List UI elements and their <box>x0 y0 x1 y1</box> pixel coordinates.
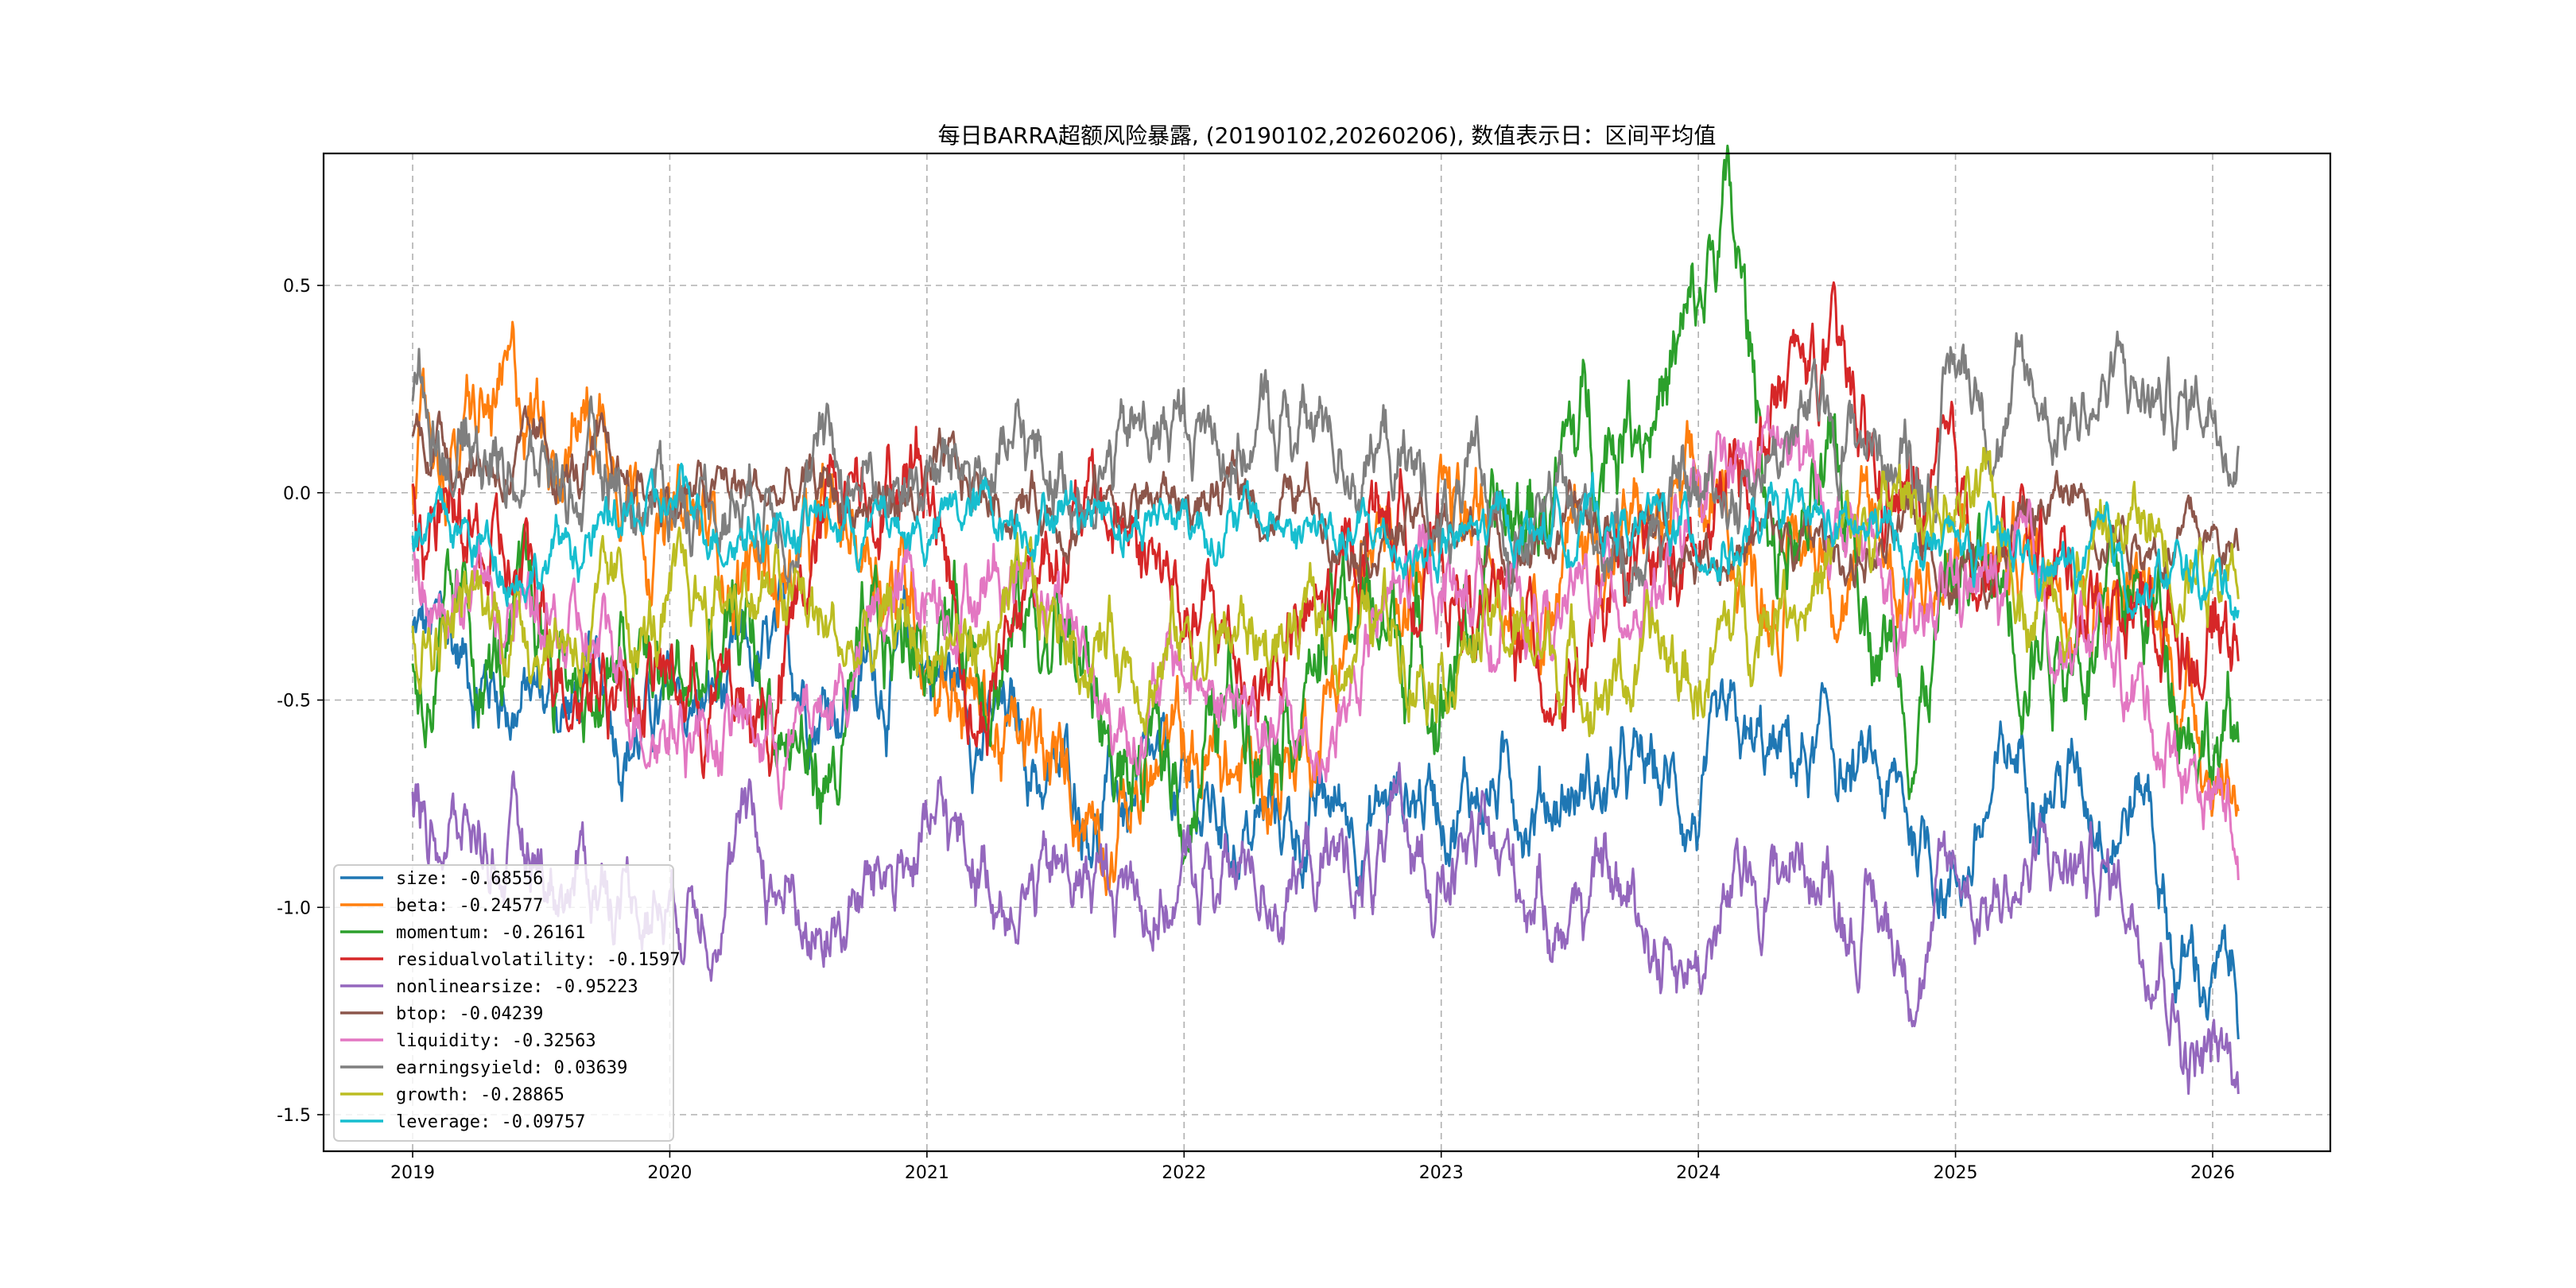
y-tick-label: 0.5 <box>283 277 311 297</box>
axis-ticks: 2019 2020 2021 2022 2023 2024 2025 2026 0.5 0.0 -0… <box>277 277 2235 1183</box>
series-line-growth <box>411 447 2240 738</box>
series-line-momentum <box>411 144 2240 865</box>
x-tick-label: 2026 <box>2190 1163 2235 1183</box>
legend-label-leverage: leverage: -0.09757 <box>396 1112 585 1132</box>
x-tick-label: 2024 <box>1676 1163 1721 1183</box>
legend-label-beta: beta: -0.24577 <box>396 896 543 916</box>
series-line-residualvolatility <box>411 281 2240 779</box>
y-tick-label: -1.0 <box>277 898 311 918</box>
legend-label-momentum: momentum: -0.26161 <box>396 923 585 943</box>
y-tick-label: -1.5 <box>277 1106 311 1126</box>
x-tick-label: 2021 <box>905 1163 949 1183</box>
legend-label-earningsyield: earningsyield: 0.03639 <box>396 1058 627 1078</box>
series-line-nonlinearsize <box>411 762 2240 1095</box>
legend-label-nonlinearsize: nonlinearsize: -0.95223 <box>396 977 638 997</box>
x-tick-label: 2022 <box>1162 1163 1206 1183</box>
x-tick-label: 2025 <box>1934 1163 1978 1183</box>
legend-label-size: size: -0.68556 <box>396 869 543 889</box>
legend-label-residualvolatility: residualvolatility: -0.1597 <box>396 950 681 970</box>
series-lines <box>411 144 2240 1095</box>
y-tick-label: -0.5 <box>277 692 311 712</box>
legend: size: -0.68556 beta: -0.24577 momentum: -0… <box>333 864 681 1142</box>
legend-label-growth: growth: -0.28865 <box>396 1085 564 1105</box>
legend-label-btop: btop: -0.04239 <box>396 1004 543 1024</box>
x-tick-label: 2019 <box>390 1163 435 1183</box>
x-tick-label: 2020 <box>647 1163 692 1183</box>
axes-frame <box>322 152 2332 1153</box>
chart-title: 每日BARRA超额风险暴露, (20190102,20260206), 数值表示… <box>938 122 1717 149</box>
series-line-liquidity <box>411 405 2240 880</box>
legend-label-liquidity: liquidity: -0.32563 <box>396 1031 596 1051</box>
y-tick-label: 0.0 <box>283 484 311 504</box>
legend-box <box>333 864 674 1142</box>
series-line-btop <box>411 405 2240 610</box>
x-tick-label: 2023 <box>1419 1163 1464 1183</box>
series-line-leverage <box>411 463 2240 621</box>
